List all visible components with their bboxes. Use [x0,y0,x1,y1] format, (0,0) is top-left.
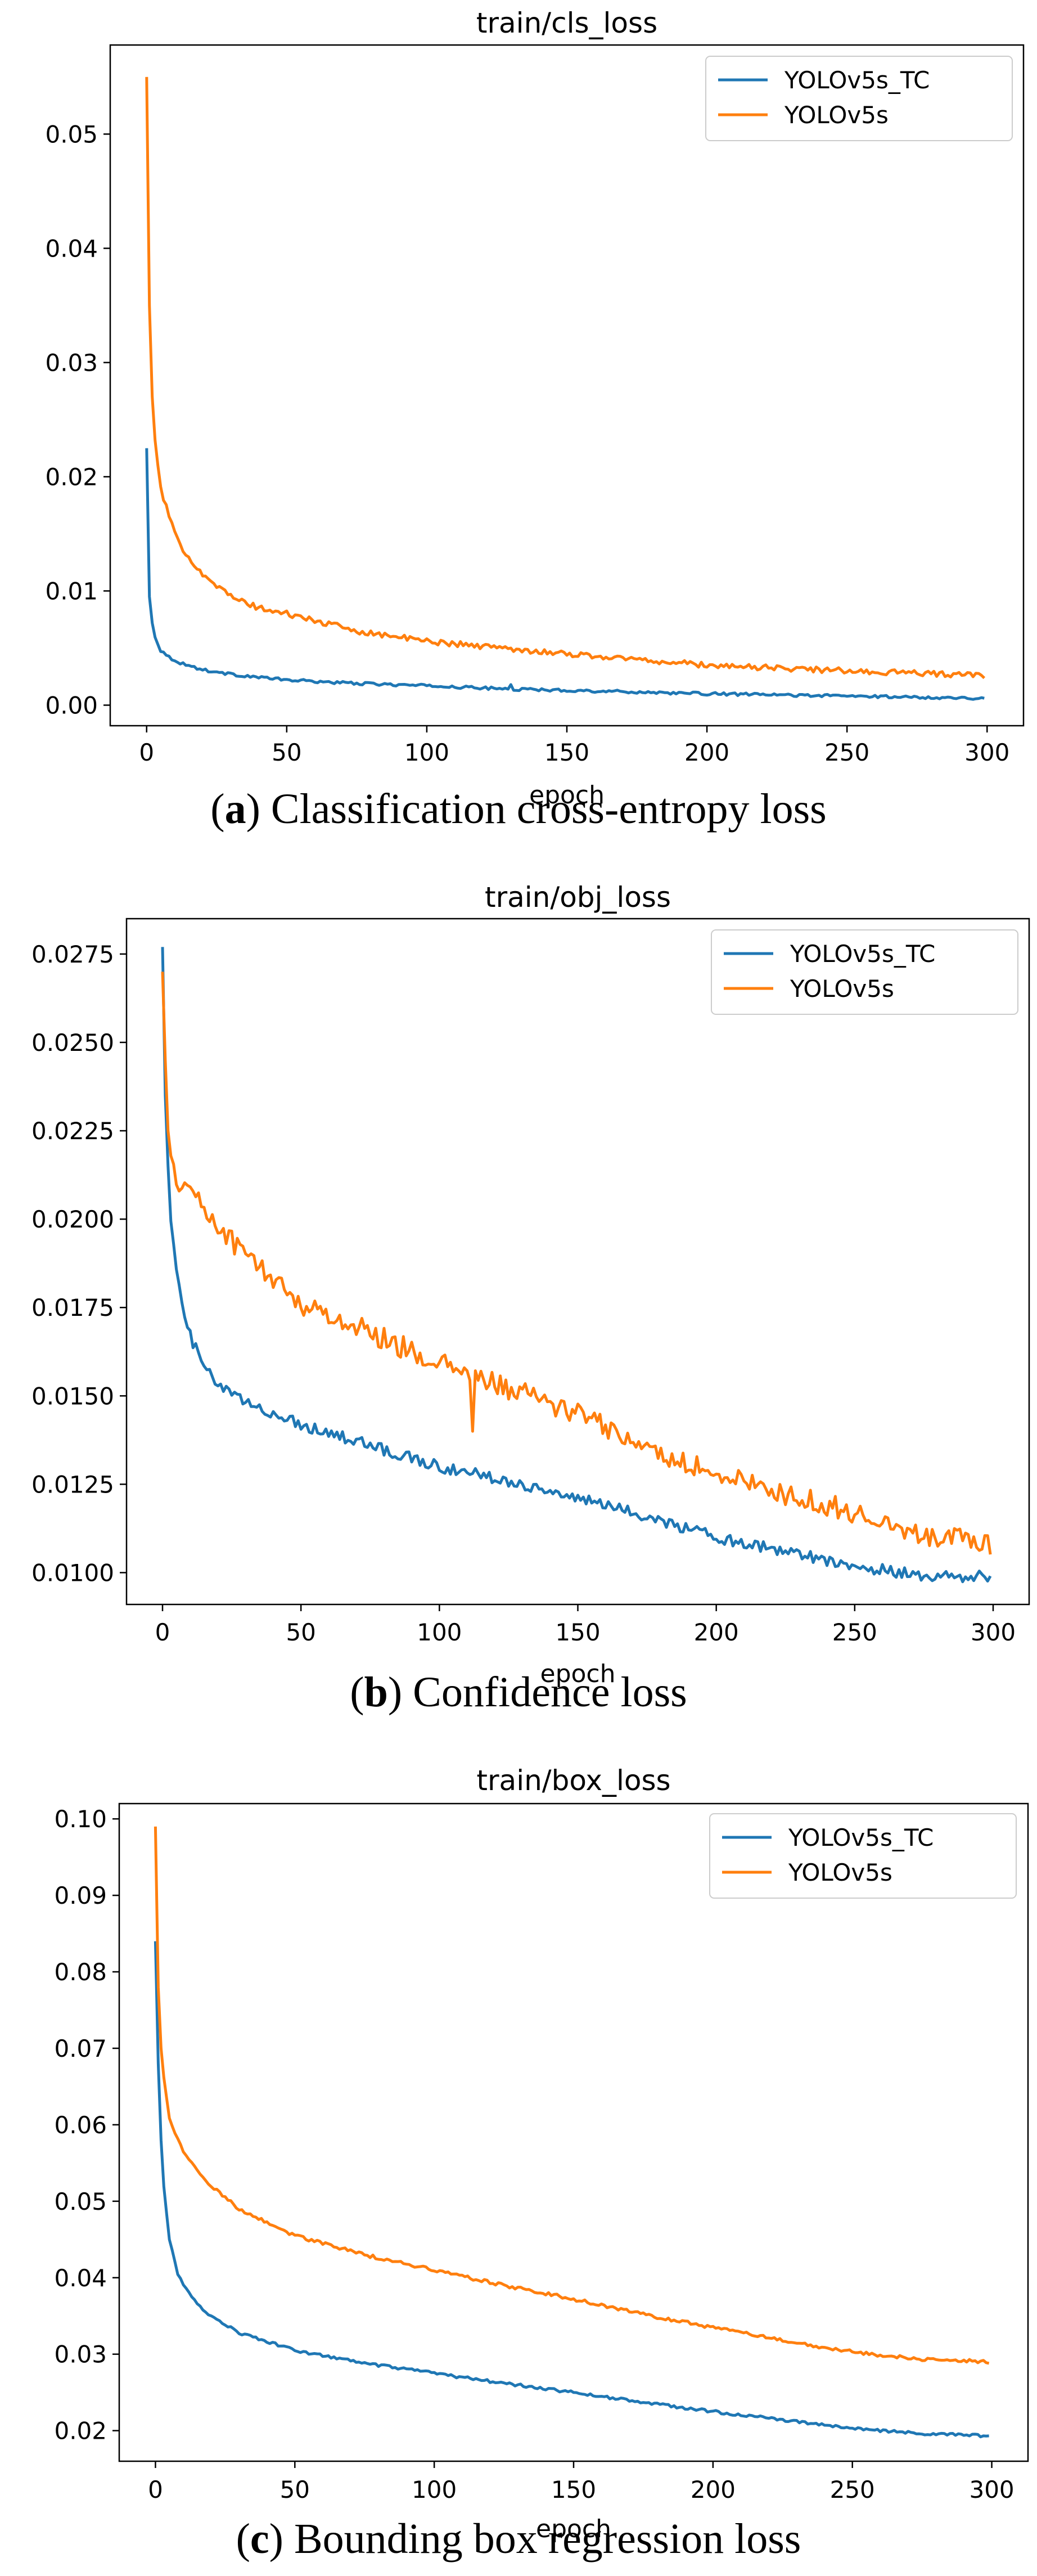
x-tick-label: 50 [280,2476,310,2503]
y-tick-label: 0.04 [54,2264,107,2292]
caption-a-label: a [224,785,246,833]
x-tick-label: 250 [824,739,869,766]
y-tick-label: 0.03 [45,349,98,376]
y-tick-label: 0.06 [54,2111,107,2139]
series-line-yolov5s-tc [161,947,992,1584]
obj-loss-chart: train/obj_loss 0 50 100 150 200 250 300 0.0100 0.… [31,881,1030,1688]
y-tick-label: 0.02 [54,2417,107,2445]
x-tick-label: 100 [404,739,449,766]
x-tick-label: 100 [412,2476,457,2503]
y-tick-label: 0.00 [45,691,98,719]
y-tick-label: 0.0175 [31,1294,114,1321]
x-tick-label: 50 [272,739,301,766]
chart-title: train/box_loss [476,1764,670,1797]
caption-b-label: b [364,1669,388,1716]
legend-box [711,929,1018,1015]
x-axis-label: epoch [540,1660,616,1688]
y-tick-label: 0.09 [54,1882,107,1909]
x-tick-label: 300 [969,2476,1014,2503]
x-tick-label: 300 [964,739,1009,766]
y-tick-label: 0.0100 [31,1559,114,1586]
x-tick-label: 100 [417,1619,462,1646]
y-tick-label: 0.0150 [31,1382,114,1410]
legend: YOLOv5s_TC YOLOv5s [709,1813,1017,1899]
x-tick-label: 50 [286,1619,315,1646]
chart-title: train/obj_loss [485,881,671,914]
y-tick-label: 0.04 [45,235,98,262]
legend-label: YOLOv5s_TC [790,940,935,968]
x-axis-label: epoch [529,781,605,810]
plot-area [161,947,992,1584]
x-tick-label: 300 [971,1619,1016,1646]
series-line-yolov5s-tc [145,448,985,701]
legend-label: YOLOv5s_TC [784,66,930,94]
cls-loss-chart: train/cls_loss 0 50 100 150 200 250 300 0.00 0.01… [45,7,1025,810]
x-tick-label: 200 [694,1619,739,1646]
caption-a-text: Classification cross-entropy loss [270,785,827,833]
caption-b: (b) Confidence loss [350,1669,687,1716]
legend-label: YOLOv5s [788,1859,892,1886]
legend: YOLOv5s_TC YOLOv5s [705,56,1013,141]
y-tick-label: 0.0250 [31,1029,114,1057]
y-tick-label: 0.0225 [31,1117,114,1145]
y-tick-label: 0.08 [54,1958,107,1986]
box-loss-chart: train/box_loss 0 50 100 150 200 250 300 0.02 0.03… [54,1764,1029,2543]
y-tick-label: 0.02 [45,463,98,491]
chart-title: train/cls_loss [476,7,657,39]
x-tick-label: 200 [691,2476,736,2503]
y-tick-label: 0.0200 [31,1206,114,1233]
series-line-yolov5s [145,77,986,680]
x-tick-label: 0 [148,2476,163,2503]
plot-area [145,77,986,701]
y-tick-label: 0.0125 [31,1471,114,1498]
axes-frame [118,1802,1029,2462]
x-tick-label: 200 [684,739,729,766]
caption-c: (c) Bounding box regression loss [236,2515,801,2562]
legend-box [705,56,1013,141]
caption-c-text: Bounding box regression loss [294,2515,801,2562]
legend-label: YOLOv5s [784,101,889,129]
y-tick-label: 0.01 [45,577,98,605]
y-tick-label: 0.07 [54,2035,107,2062]
axes-frame [109,44,1025,727]
x-tick-label: 150 [555,1619,600,1646]
legend-label: YOLOv5s_TC [788,1824,934,1851]
caption-c-label: c [250,2515,269,2562]
legend-box [709,1813,1017,1899]
x-tick-label: 150 [544,739,589,766]
x-tick-label: 250 [830,2476,875,2503]
x-axis-label: epoch [536,2515,611,2543]
caption-b-text: Confidence loss [413,1669,687,1716]
y-tick-label: 0.05 [45,120,98,148]
caption-a: (a) Classification cross-entropy loss [210,785,827,833]
y-tick-label: 0.10 [54,1805,107,1833]
legend-label: YOLOv5s [790,975,894,1002]
x-tick-label: 0 [155,1619,170,1646]
plot-area [154,1826,990,2439]
x-tick-label: 0 [139,739,154,766]
y-tick-label: 0.0275 [31,941,114,968]
legend: YOLOv5s_TC YOLOv5s [711,929,1018,1015]
x-tick-label: 250 [832,1619,877,1646]
series-line-yolov5s [154,1826,990,2365]
series-line-yolov5s [161,972,992,1555]
y-tick-label: 0.03 [54,2341,107,2368]
x-tick-label: 150 [551,2476,596,2503]
y-tick-label: 0.05 [54,2188,107,2215]
series-line-yolov5s-tc [154,1941,989,2439]
